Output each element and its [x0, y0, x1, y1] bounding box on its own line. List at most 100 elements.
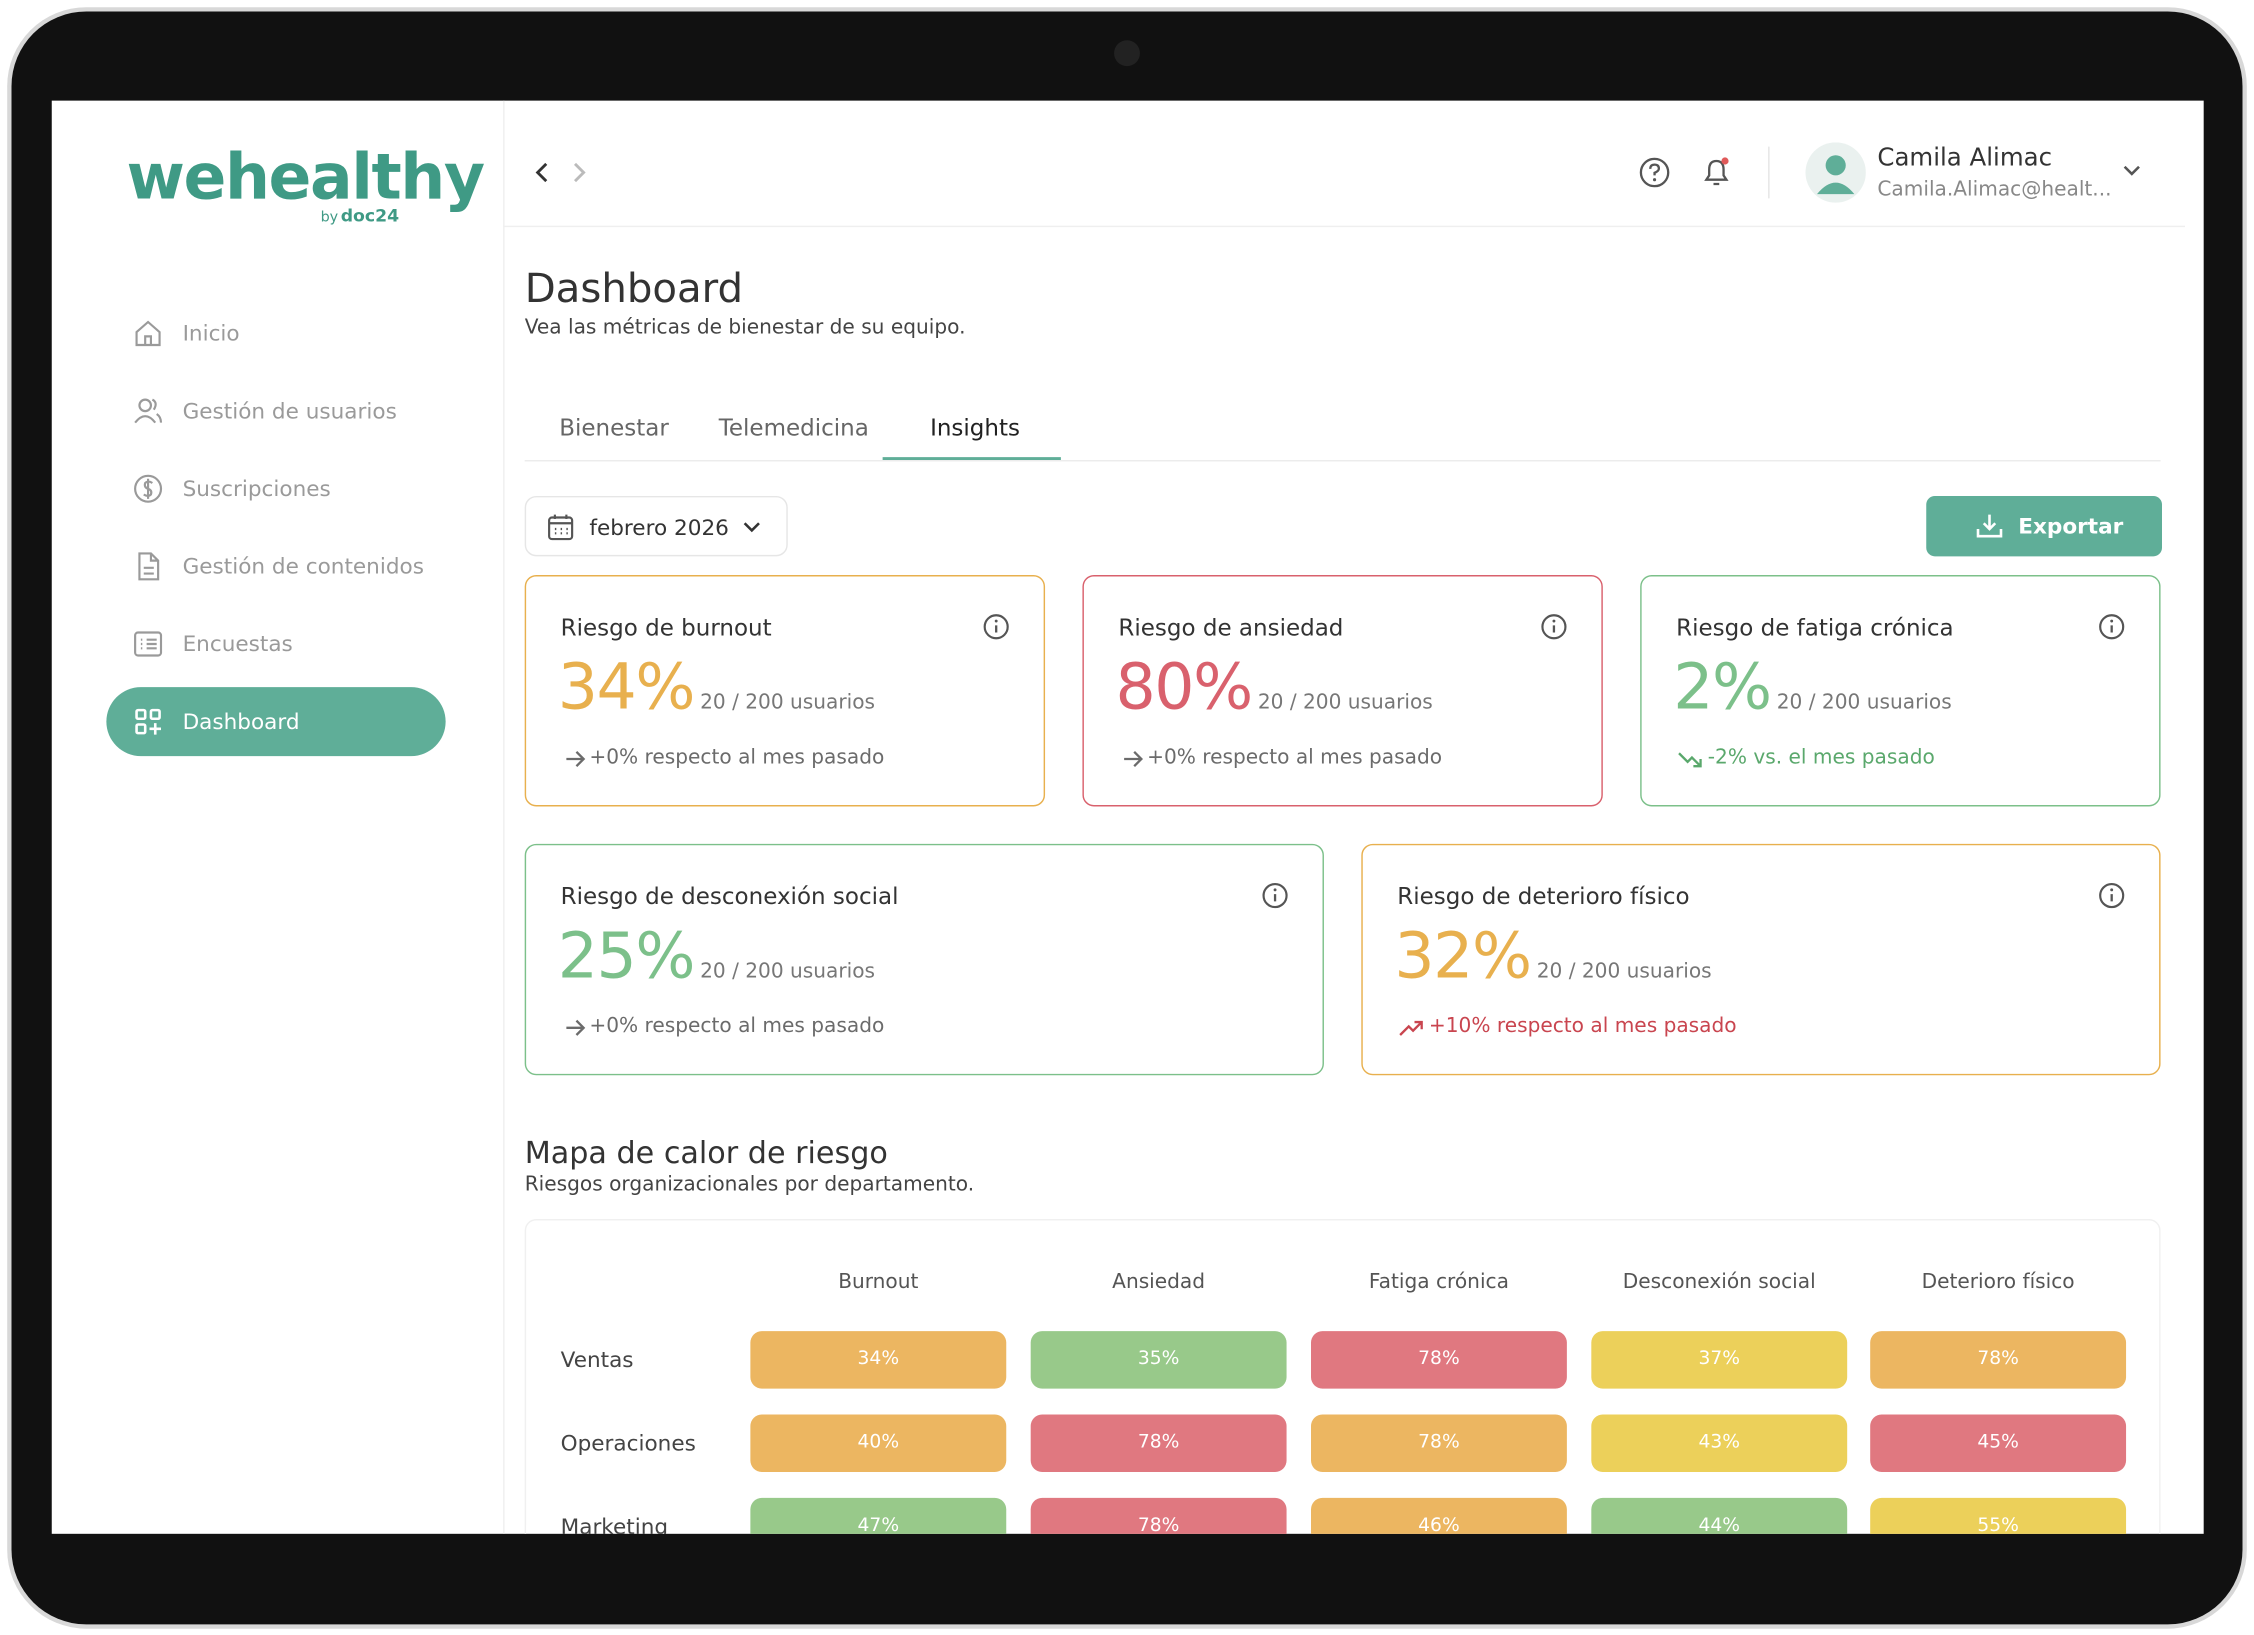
nav-item[interactable]: Inicio [106, 299, 445, 368]
trend-icon [1399, 1020, 1423, 1036]
card-title: Riesgo de deterioro físico [1397, 882, 1690, 910]
date-filter-label: febrero 2026 [589, 514, 729, 541]
divider [1768, 146, 1770, 199]
card-trend: +0% respecto al mes pasado [589, 1014, 885, 1038]
card-trend: +0% respecto al mes pasado [589, 746, 885, 770]
trend-icon [566, 750, 586, 768]
trend-icon [1678, 752, 1702, 768]
tab[interactable]: Telemedicina [718, 414, 869, 442]
avatar[interactable] [1805, 142, 1866, 203]
nav-label: Gestión de usuarios [182, 398, 397, 425]
info-icon [1541, 614, 1567, 640]
nav-icon [138, 552, 160, 581]
logo: wehealthy [126, 140, 486, 215]
card-users: 20 / 200 usuarios [1776, 691, 1952, 715]
heatmap-title: Mapa de calor de riesgo [524, 1135, 888, 1171]
heatmap-row-label: Marketing [560, 1513, 669, 1534]
risk-card: Riesgo de ansiedad 80% 20 / 200 usuarios +0… [1082, 575, 1603, 807]
page-title: Dashboard [524, 264, 744, 312]
card-users: 20 / 200 usuarios [1536, 960, 1712, 984]
logo-partner: doc24 [340, 205, 400, 226]
heatmap-cell: 35% [1030, 1331, 1287, 1389]
history-nav[interactable] [529, 160, 630, 186]
heatmap-column-header: Burnout [838, 1270, 919, 1294]
heatmap-cell: 40% [750, 1414, 1007, 1472]
heatmap-column-header: Deterioro físico [1921, 1270, 2075, 1294]
dropdown-icon [743, 522, 760, 533]
nav-label: Gestión de contenidos [182, 553, 424, 580]
heatmap-row-label: Operaciones [560, 1430, 696, 1457]
tabs-line [524, 460, 2161, 462]
heatmap-cell: 46% [1311, 1497, 1567, 1534]
export-label: Exportar [2018, 513, 2124, 540]
tab[interactable]: Insights [930, 414, 1020, 442]
card-title: Riesgo de desconexión social [560, 882, 899, 910]
nav-item[interactable]: Suscripciones [106, 454, 445, 523]
card-trend: -2% vs. el mes pasado [1707, 746, 1935, 770]
user-menu-toggle[interactable] [2122, 164, 2142, 178]
page-subtitle: Vea las métricas de bienestar de su equi… [524, 316, 966, 340]
heatmap-cell: 78% [1311, 1331, 1567, 1389]
user-email: Camila.Alimac@healt... [1877, 178, 2112, 202]
heatmap-cell: 78% [1870, 1331, 2127, 1389]
nav-label: Encuestas [182, 631, 293, 657]
nav-item[interactable]: Gestión de contenidos [106, 532, 445, 601]
export-button[interactable]: Exportar [1926, 495, 2162, 557]
nav-icon [135, 708, 161, 735]
info-icon [2099, 614, 2125, 640]
card-value: 25% [557, 920, 696, 994]
divider [503, 100, 505, 1534]
heatmap-row-label: Ventas [560, 1346, 634, 1373]
heatmap-cell: 44% [1591, 1497, 1848, 1534]
user-name: Camila Alimac [1877, 143, 2053, 173]
nav-item[interactable]: Encuestas [106, 610, 445, 679]
card-value: 80% [1115, 651, 1254, 725]
info-icon [2099, 882, 2125, 909]
risk-card: Riesgo de fatiga crónica 2% 20 / 200 usuar… [1640, 575, 2161, 807]
camera [1114, 40, 1140, 67]
card-trend: +10% respecto al mes pasado [1428, 1014, 1737, 1038]
date-filter[interactable]: febrero 2026 [524, 495, 788, 557]
heatmap-cell: 55% [1870, 1497, 2127, 1534]
heatmap-subtitle: Riesgos organizacionales por departament… [524, 1173, 975, 1196]
trend-icon [1124, 750, 1144, 768]
card-value: 32% [1394, 920, 1532, 994]
risk-card: Riesgo de deterioro físico 32% 20 / 200 us… [1361, 843, 2161, 1076]
trend-icon [566, 1019, 586, 1036]
heatmap-column-header: Desconexión social [1622, 1270, 1816, 1294]
heatmap-cell: 78% [1030, 1414, 1287, 1472]
heatmap-cell: 78% [1311, 1414, 1567, 1472]
help-icon[interactable] [1639, 157, 1671, 189]
nav-icon [134, 398, 163, 424]
heatmap-cell: 34% [750, 1331, 1007, 1389]
card-value: 34% [557, 651, 696, 725]
tab[interactable]: Bienestar [559, 414, 669, 442]
heatmap-cell: 45% [1870, 1414, 2127, 1472]
heatmap-cell: 78% [1030, 1497, 1287, 1534]
download-icon [1976, 514, 2003, 538]
heatmap-cell: 37% [1591, 1331, 1848, 1389]
heatmap-cell: 47% [750, 1497, 1007, 1534]
divider [503, 225, 2185, 228]
heatmap-column-header: Ansiedad [1112, 1270, 1206, 1294]
nav-label: Dashboard [182, 708, 300, 735]
nav-label: Inicio [182, 320, 240, 347]
nav-label: Suscripciones [182, 475, 331, 502]
card-trend: +0% respecto al mes pasado [1147, 746, 1443, 770]
nav-icon [135, 320, 161, 347]
logo-by: by [320, 209, 339, 226]
nav-item[interactable]: Dashboard [106, 687, 446, 757]
risk-card: Riesgo de desconexión social 25% 20 / 200 … [524, 843, 1324, 1076]
nav-item[interactable]: Gestión de usuarios [106, 377, 445, 446]
screen: wehealthy by doc24 Camila Alimac Camila.… [51, 100, 2204, 1534]
card-title: Riesgo de burnout [560, 613, 772, 642]
nav-icon [134, 631, 163, 657]
heatmap-column-header: Fatiga crónica [1368, 1270, 1509, 1294]
notifications-icon[interactable] [1699, 155, 1734, 190]
card-value: 2% [1673, 651, 1772, 725]
card-title: Riesgo de fatiga crónica [1676, 613, 1954, 642]
calendar-icon [548, 514, 574, 541]
card-title: Riesgo de ansiedad [1118, 613, 1344, 642]
